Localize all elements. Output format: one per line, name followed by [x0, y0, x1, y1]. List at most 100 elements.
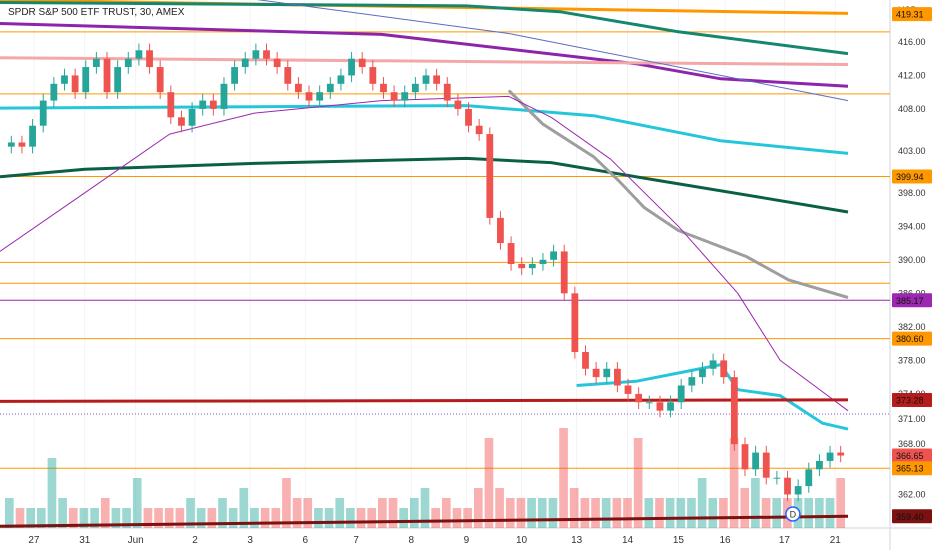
volume-bar — [186, 498, 195, 528]
candle-body — [613, 368, 621, 386]
time-axis-tick: 17 — [779, 535, 791, 546]
price-axis-tick: 412.00 — [898, 70, 926, 80]
moving-average-line — [576, 363, 849, 431]
candle-body — [146, 50, 153, 68]
volume-bar — [388, 498, 398, 528]
price-axis-tick: 362.00 — [898, 489, 926, 499]
volume-bar — [122, 508, 131, 528]
candle-body — [18, 142, 26, 147]
candle-body — [29, 125, 36, 147]
volume-bar — [633, 438, 643, 528]
volume-bar — [367, 508, 377, 528]
candle-body — [677, 385, 685, 403]
time-axis-tick: 16 — [719, 535, 731, 546]
volume-bar — [292, 498, 302, 528]
volume-bar — [463, 508, 472, 528]
candle-body — [348, 58, 355, 76]
price-tag-label: 399.94 — [896, 172, 924, 182]
price-tag-label: 365.13 — [896, 464, 924, 474]
candle-body — [560, 251, 568, 294]
volume-bar — [537, 498, 547, 528]
candle-body — [784, 477, 791, 495]
candle-body — [316, 92, 324, 101]
time-axis-tick: 3 — [247, 535, 253, 546]
price-tag-label: 366.65 — [896, 451, 924, 461]
candle-body — [486, 134, 494, 218]
candle-body — [699, 368, 706, 378]
price-tag-label: 380.60 — [896, 334, 924, 344]
volume-bar — [527, 498, 536, 528]
candle-body — [826, 452, 834, 461]
candle-body — [358, 58, 366, 68]
candle-body — [284, 67, 292, 84]
chart-title: SPDR S&P 500 ETF TRUST, 30, AMEX — [8, 7, 185, 18]
time-axis-tick: 7 — [353, 535, 359, 546]
candle-body — [92, 58, 100, 68]
volume-bar — [697, 478, 707, 528]
volume-bar — [132, 478, 142, 528]
price-tag — [892, 448, 932, 463]
volume-bar — [410, 498, 419, 528]
volume-bar — [303, 498, 313, 528]
volume-bar — [452, 508, 462, 528]
volume-bar — [260, 508, 270, 528]
price-tag-label: 359.40 — [896, 512, 924, 522]
candle-body — [241, 58, 249, 68]
candle-body — [688, 377, 696, 386]
volume-bar — [815, 498, 824, 528]
candle-body — [762, 452, 770, 478]
volume-bar — [484, 438, 494, 528]
candle-body — [50, 83, 58, 101]
candle-body — [741, 444, 749, 470]
price-axis-tick: 382.00 — [898, 322, 926, 332]
candle-body — [497, 217, 504, 244]
candle-body — [401, 92, 409, 101]
time-axis-tick: 21 — [830, 535, 842, 546]
volume-bar — [665, 498, 675, 528]
volume-bar — [356, 508, 366, 528]
price-tag — [892, 293, 932, 308]
time-axis-tick: 6 — [302, 535, 308, 546]
volume-bar — [228, 508, 238, 528]
price-axis-tick: 378.00 — [898, 355, 926, 365]
candle-body — [773, 477, 781, 479]
candle-body — [380, 83, 387, 93]
candle-body — [220, 83, 228, 109]
price-tag-label: 419.31 — [896, 10, 924, 20]
volume-bar — [569, 488, 579, 528]
candle-body — [231, 67, 239, 84]
candle-body — [730, 377, 738, 445]
volume-bar — [655, 498, 664, 528]
candle-body — [178, 117, 185, 126]
volume-bar — [431, 508, 440, 528]
volume-bar — [591, 498, 600, 528]
volume-bar — [196, 508, 206, 528]
volume-bar — [282, 478, 291, 528]
volume-bar — [836, 478, 845, 528]
moving-average-line — [0, 398, 849, 403]
time-axis-tick: 31 — [79, 535, 91, 546]
candle-body — [667, 402, 674, 411]
price-tag-label: 385.17 — [896, 296, 924, 306]
candle-body — [422, 75, 430, 84]
candle-body — [305, 92, 313, 101]
price-tag — [892, 461, 932, 476]
moving-average-line — [0, 104, 849, 155]
candle-body — [61, 75, 68, 84]
volume-bar — [612, 498, 622, 528]
volume-bar — [708, 498, 718, 528]
price-axis-tick: 403.00 — [898, 146, 926, 156]
volume-bar — [314, 508, 323, 528]
volume-bar — [804, 498, 814, 528]
volume-bar — [346, 508, 355, 528]
time-axis-tick: Jun — [128, 535, 144, 546]
price-tag — [892, 7, 932, 22]
volume-bar — [239, 488, 249, 528]
candle-body — [390, 92, 398, 101]
candle-body — [114, 67, 122, 93]
candle-body — [263, 50, 270, 59]
volume-bar — [505, 498, 515, 528]
candle-body — [603, 368, 611, 378]
volume-bar — [218, 498, 227, 528]
